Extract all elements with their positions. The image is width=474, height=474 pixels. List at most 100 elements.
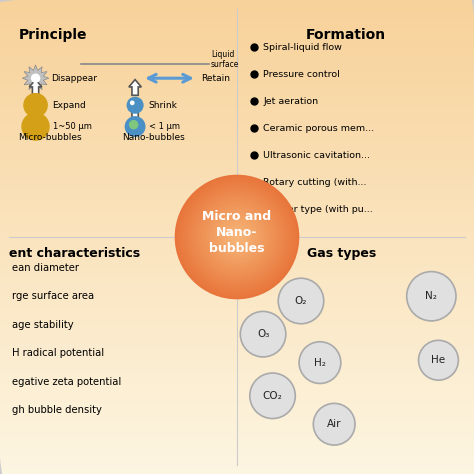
Text: Nano-bubbles: Nano-bubbles: [122, 133, 185, 142]
Circle shape: [196, 196, 278, 278]
Text: N₂: N₂: [425, 291, 438, 301]
Bar: [0, 154, 474, 160]
Bar: [0, 296, 474, 302]
Bar: [0, 54, 474, 59]
Circle shape: [219, 219, 255, 255]
Circle shape: [186, 186, 288, 288]
Text: O₂: O₂: [295, 296, 307, 306]
Text: Gas types: Gas types: [307, 247, 376, 260]
Bar: [0, 166, 474, 172]
Bar: [0, 337, 474, 344]
Bar: [0, 95, 474, 101]
Text: Shrink: Shrink: [148, 101, 177, 109]
Bar: [0, 284, 474, 290]
Bar: [0, 326, 474, 332]
Text: Micro and
Nano-
bubbles: Micro and Nano- bubbles: [202, 210, 272, 255]
Polygon shape: [22, 65, 49, 91]
Bar: [0, 350, 474, 356]
Circle shape: [178, 179, 296, 296]
Bar: [0, 450, 474, 456]
Circle shape: [176, 176, 298, 298]
Bar: [0, 30, 474, 36]
Bar: [0, 427, 474, 432]
Circle shape: [220, 220, 254, 254]
Circle shape: [235, 235, 239, 239]
Circle shape: [180, 180, 294, 294]
Bar: [0, 421, 474, 427]
Circle shape: [206, 206, 268, 268]
Bar: [0, 113, 474, 118]
Circle shape: [184, 185, 289, 289]
Circle shape: [195, 195, 279, 279]
Bar: [0, 468, 474, 474]
Bar: [0, 261, 474, 266]
Bar: [0, 196, 474, 201]
Bar: [0, 302, 474, 308]
Bar: [0, 89, 474, 95]
Circle shape: [182, 182, 292, 292]
Circle shape: [219, 219, 255, 255]
Circle shape: [181, 181, 293, 293]
Text: O₃: O₃: [257, 329, 269, 339]
Bar: [0, 6, 474, 12]
Text: Liquid
surface: Liquid surface: [211, 50, 239, 69]
Circle shape: [213, 213, 261, 261]
Bar: [0, 456, 474, 462]
Bar: [0, 255, 474, 261]
Text: < 1 μm: < 1 μm: [149, 122, 180, 131]
Circle shape: [217, 217, 257, 257]
Bar: [0, 397, 474, 403]
Circle shape: [202, 202, 272, 272]
Bar: [0, 101, 474, 107]
Circle shape: [232, 232, 242, 242]
Circle shape: [224, 224, 250, 250]
Bar: [0, 462, 474, 468]
Circle shape: [221, 222, 252, 252]
Bar: [0, 445, 474, 450]
Bar: [0, 225, 474, 231]
Circle shape: [187, 187, 287, 287]
Bar: [0, 231, 474, 237]
Bar: [0, 391, 474, 397]
Circle shape: [177, 177, 297, 297]
Bar: [0, 432, 474, 438]
Bar: [0, 213, 474, 219]
Circle shape: [240, 311, 286, 357]
Bar: [0, 278, 474, 284]
Circle shape: [200, 200, 274, 274]
Bar: [0, 308, 474, 314]
Circle shape: [205, 205, 269, 269]
Text: Micro-bubbles: Micro-bubbles: [18, 133, 82, 142]
Bar: [0, 273, 474, 279]
Bar: [0, 83, 474, 89]
Polygon shape: [29, 102, 42, 118]
Circle shape: [182, 182, 292, 292]
Circle shape: [236, 236, 238, 238]
Circle shape: [127, 97, 144, 114]
Bar: [0, 130, 474, 137]
Bar: [0, 107, 474, 113]
Bar: [0, 125, 474, 130]
Bar: [0, 36, 474, 42]
Bar: [0, 374, 474, 379]
Circle shape: [21, 112, 50, 141]
Text: ean diameter: ean diameter: [12, 263, 79, 273]
Bar: [0, 190, 474, 195]
Circle shape: [209, 210, 264, 265]
Circle shape: [197, 197, 277, 277]
Bar: [0, 77, 474, 83]
Circle shape: [419, 340, 458, 380]
Bar: [0, 118, 474, 124]
Circle shape: [129, 120, 138, 129]
Circle shape: [223, 223, 251, 251]
Text: Ceramic porous mem...: Ceramic porous mem...: [263, 124, 374, 133]
Bar: [0, 65, 474, 71]
Circle shape: [229, 229, 245, 245]
Bar: [0, 409, 474, 415]
Bar: [0, 160, 474, 166]
Circle shape: [228, 228, 246, 246]
Circle shape: [214, 214, 260, 260]
Circle shape: [313, 403, 355, 445]
Text: Expand: Expand: [52, 101, 86, 109]
Bar: [0, 172, 474, 178]
